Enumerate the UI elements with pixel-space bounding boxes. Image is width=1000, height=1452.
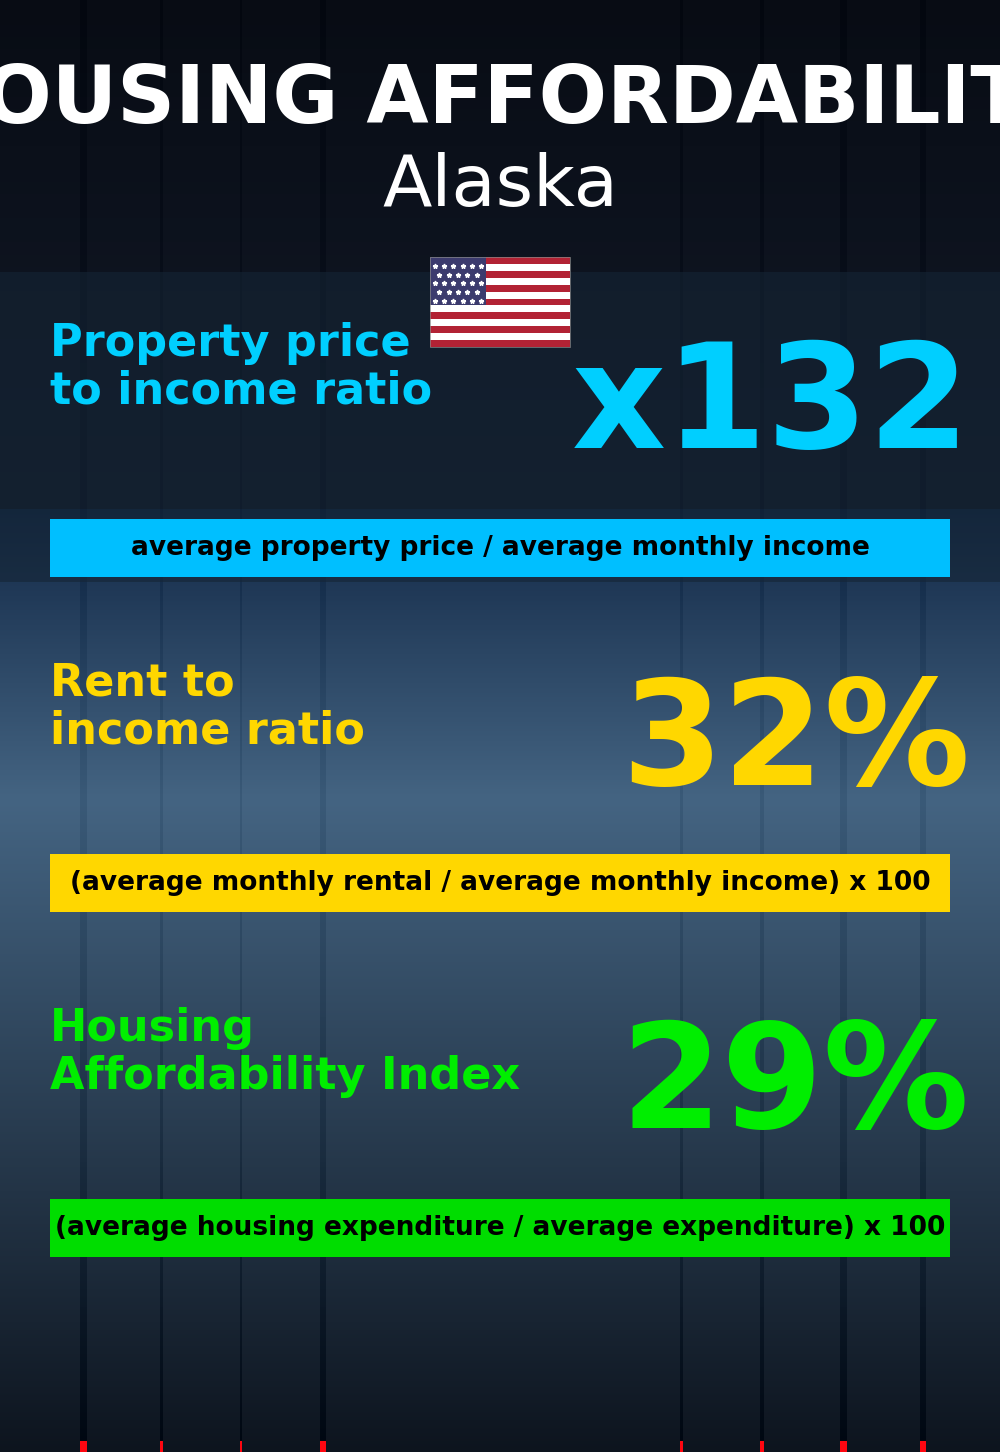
Text: x132: x132 [572, 337, 970, 478]
Text: (average housing expenditure / average expenditure) x 100: (average housing expenditure / average e… [55, 1215, 945, 1241]
Text: Rent to: Rent to [50, 662, 235, 706]
Bar [430, 312, 570, 319]
Text: 32%: 32% [621, 674, 970, 815]
Bar [430, 299, 570, 305]
Text: Housing: Housing [50, 1008, 255, 1050]
Bar [50, 1199, 950, 1257]
Bar [430, 264, 570, 272]
Bar [430, 340, 570, 347]
Bar [430, 333, 570, 340]
Bar [50, 854, 950, 912]
Bar [430, 305, 570, 312]
Bar [430, 319, 570, 327]
Bar [430, 272, 570, 277]
Text: (average monthly rental / average monthly income) x 100: (average monthly rental / average monthl… [70, 870, 930, 896]
Text: to income ratio: to income ratio [50, 370, 432, 412]
Bar [430, 277, 570, 285]
Bar [50, 518, 950, 576]
Bar [0, 272, 1000, 582]
Bar [430, 285, 570, 292]
Text: Alaska: Alaska [382, 152, 618, 221]
Text: Affordability Index: Affordability Index [50, 1056, 520, 1098]
Text: income ratio: income ratio [50, 710, 365, 754]
Bar [430, 257, 570, 264]
Text: 29%: 29% [621, 1016, 970, 1159]
Text: Property price: Property price [50, 322, 411, 364]
Bar [430, 292, 570, 299]
Bar [430, 257, 570, 347]
Bar [430, 257, 486, 305]
Bar [430, 327, 570, 333]
Text: average property price / average monthly income: average property price / average monthly… [131, 534, 869, 560]
Text: HOUSING AFFORDABILITY: HOUSING AFFORDABILITY [0, 62, 1000, 139]
